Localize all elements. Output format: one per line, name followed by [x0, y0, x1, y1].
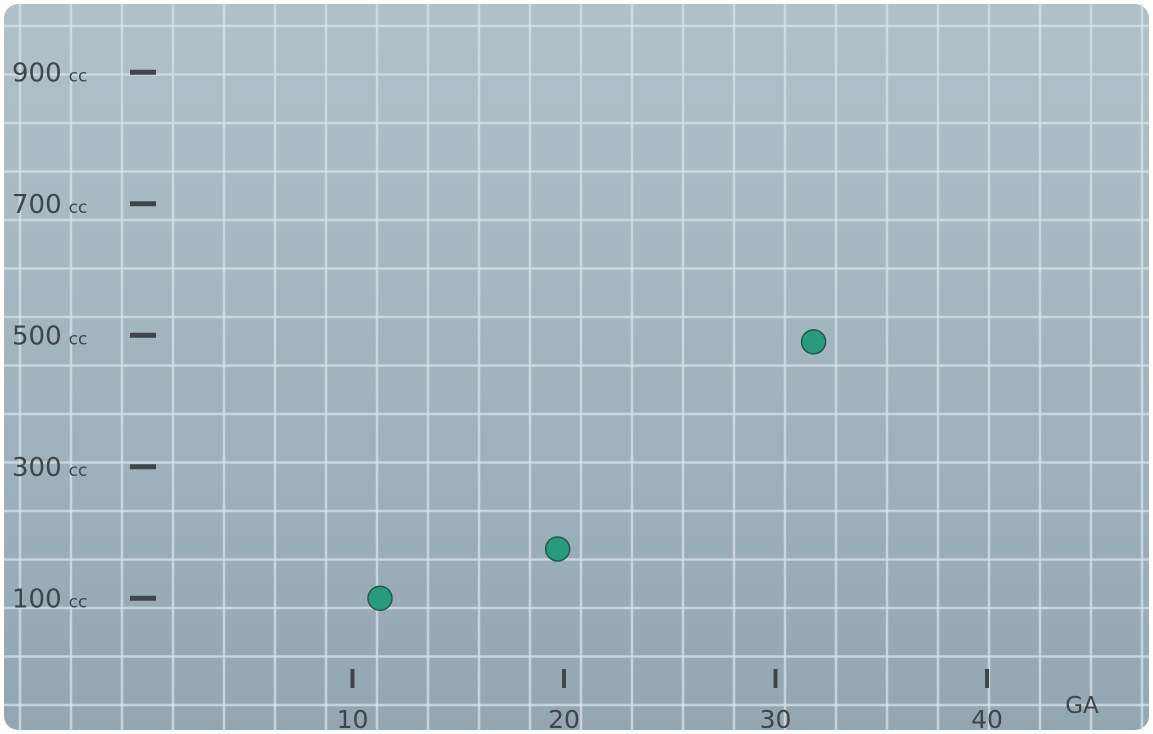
y-tick-unit: cc	[69, 198, 88, 218]
x-tick-label: 10	[337, 705, 369, 734]
y-axis: 100 cc 300 cc 500 cc 700 cc 900 cc	[12, 58, 156, 614]
data-point	[800, 329, 827, 355]
y-tick-mark	[130, 464, 156, 470]
y-tick-unit: cc	[69, 592, 88, 612]
x-tick-mark	[773, 669, 778, 688]
x-tick-label: 30	[760, 705, 792, 734]
plot-background	[4, 4, 1149, 730]
y-tick-mark	[130, 595, 156, 601]
y-tick-unit: cc	[69, 461, 88, 481]
y-tick-mark	[130, 201, 156, 207]
y-tick-label: 100 cc	[12, 584, 87, 614]
y-tick-value: 900	[12, 58, 62, 88]
data-point	[544, 536, 571, 562]
y-tick-label: 900 cc	[12, 58, 87, 88]
y-tick-value: 300	[12, 453, 62, 483]
y-tick-label: 300 cc	[12, 453, 87, 483]
x-tick-label: 20	[548, 705, 580, 734]
x-axis: GA 10 20 30 40	[337, 669, 1099, 734]
y-tick-label: 700 cc	[12, 190, 87, 220]
y-tick-value: 500	[12, 321, 62, 351]
y-tick-unit: cc	[69, 329, 88, 349]
x-axis-label: GA	[1065, 693, 1099, 719]
y-tick-label: 500 cc	[12, 321, 87, 351]
y-tick-mark	[130, 69, 156, 75]
y-tick-value: 100	[12, 584, 62, 614]
y-tick-unit: cc	[69, 66, 88, 86]
x-tick-label: 40	[971, 705, 1003, 734]
x-tick-mark	[985, 669, 989, 688]
x-tick-mark	[350, 669, 355, 688]
data-point	[367, 585, 393, 611]
x-tick-mark	[562, 669, 566, 688]
y-tick-mark	[130, 332, 156, 338]
y-tick-value: 700	[12, 190, 62, 220]
data-points	[367, 329, 827, 611]
grid	[4, 4, 1149, 730]
